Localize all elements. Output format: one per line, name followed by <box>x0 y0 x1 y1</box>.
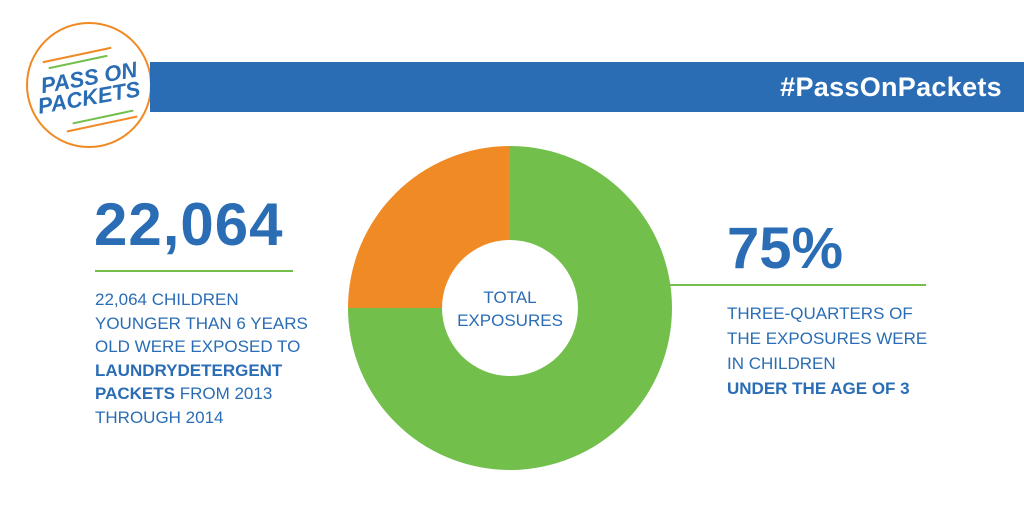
center-label-line-1: TOTAL <box>483 288 537 307</box>
right-line-2: THE EXPOSURES WERE <box>727 329 928 348</box>
donut-slices <box>348 146 672 470</box>
hashtag-label: #PassOnPackets <box>780 72 1002 102</box>
right-line-1: THREE-QUARTERS OF <box>727 304 913 323</box>
under-3-percent-stat: 75% <box>727 216 844 281</box>
donut-slice-1 <box>348 146 510 308</box>
desc-line-3: OLD WERE EXPOSED TO <box>95 337 301 356</box>
desc-line-5-bold: PACKETS <box>95 384 175 403</box>
desc-line-2: YOUNGER THAN 6 YEARS <box>95 313 308 333</box>
desc-line-4-bold: LAUNDRYDETERGENT <box>95 360 283 380</box>
desc-line-5-rest: FROM 2013 <box>174 384 273 403</box>
right-line-4-bold: UNDER THE AGE OF 3 <box>727 379 910 398</box>
desc-line-6: THROUGH 2014 <box>95 407 224 427</box>
total-count-description: 22,064 CHILDREN YOUNGER THAN 6 YEARS OLD… <box>95 288 308 429</box>
header-band: #PassOnPackets <box>150 62 1024 112</box>
donut-slice-0 <box>348 146 672 470</box>
exposures-donut-chart <box>348 146 672 470</box>
pass-on-packets-logo: PASS ON PACKETS <box>26 22 152 148</box>
right-line-3: IN CHILDREN <box>727 354 836 373</box>
total-count-stat: 22,064 <box>94 191 284 258</box>
center-label-line-2: EXPOSURES <box>457 311 563 330</box>
stat-divider-left <box>95 270 293 272</box>
stat-divider-right <box>668 284 926 286</box>
donut-center-label: TOTAL EXPOSURES <box>440 286 580 332</box>
desc-line-1: 22,064 CHILDREN <box>95 290 239 309</box>
under-3-description: THREE-QUARTERS OF THE EXPOSURES WERE IN … <box>727 301 927 401</box>
